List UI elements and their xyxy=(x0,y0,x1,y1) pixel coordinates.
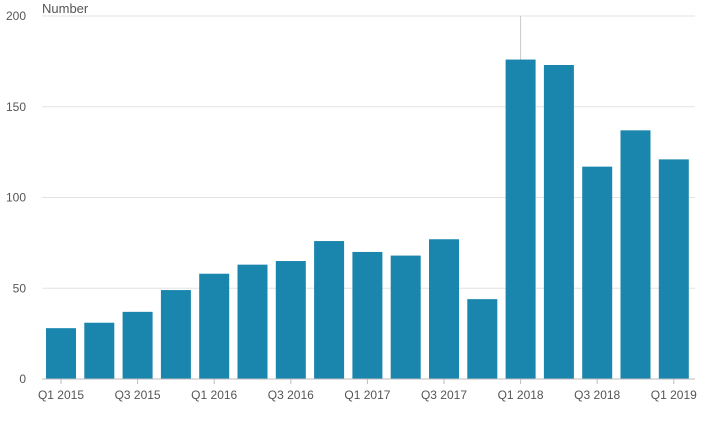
x-tick-label: Q1 2019 xyxy=(651,388,697,402)
bar xyxy=(160,290,191,379)
x-tick-label: Q1 2016 xyxy=(191,388,237,402)
bar xyxy=(84,322,115,379)
x-tick-label: Q3 2017 xyxy=(421,388,467,402)
bar xyxy=(620,130,651,379)
bar xyxy=(237,264,268,379)
x-tick-label: Q3 2015 xyxy=(115,388,161,402)
y-axis-title: Number xyxy=(42,1,89,16)
x-tick-label: Q1 2018 xyxy=(498,388,544,402)
y-tick-label: 200 xyxy=(6,9,26,23)
bar xyxy=(429,239,459,379)
x-tick-label: Q3 2016 xyxy=(268,388,314,402)
y-tick-label: 50 xyxy=(13,281,27,295)
y-tick-label: 100 xyxy=(6,191,26,205)
x-tick-label: Q1 2017 xyxy=(344,388,390,402)
x-tick-label: Q1 2015 xyxy=(38,388,84,402)
bars xyxy=(46,59,689,380)
bar xyxy=(122,311,153,379)
bar xyxy=(543,65,574,379)
bar xyxy=(275,261,306,379)
bar xyxy=(390,255,421,379)
bar xyxy=(199,273,230,379)
bar xyxy=(582,166,613,379)
y-tick-label: 0 xyxy=(19,372,26,386)
bar xyxy=(352,251,383,379)
axes: 0 50 100 150 200 Q1 2015 Q3 2015 Q1 2016 Q3 2016… xyxy=(6,9,697,402)
bar xyxy=(467,299,498,379)
bar xyxy=(46,328,76,379)
bar xyxy=(314,241,345,379)
bar xyxy=(505,59,536,380)
y-tick-label: 150 xyxy=(6,100,26,114)
bar xyxy=(658,159,689,379)
x-tick-label: Q3 2018 xyxy=(574,388,620,402)
